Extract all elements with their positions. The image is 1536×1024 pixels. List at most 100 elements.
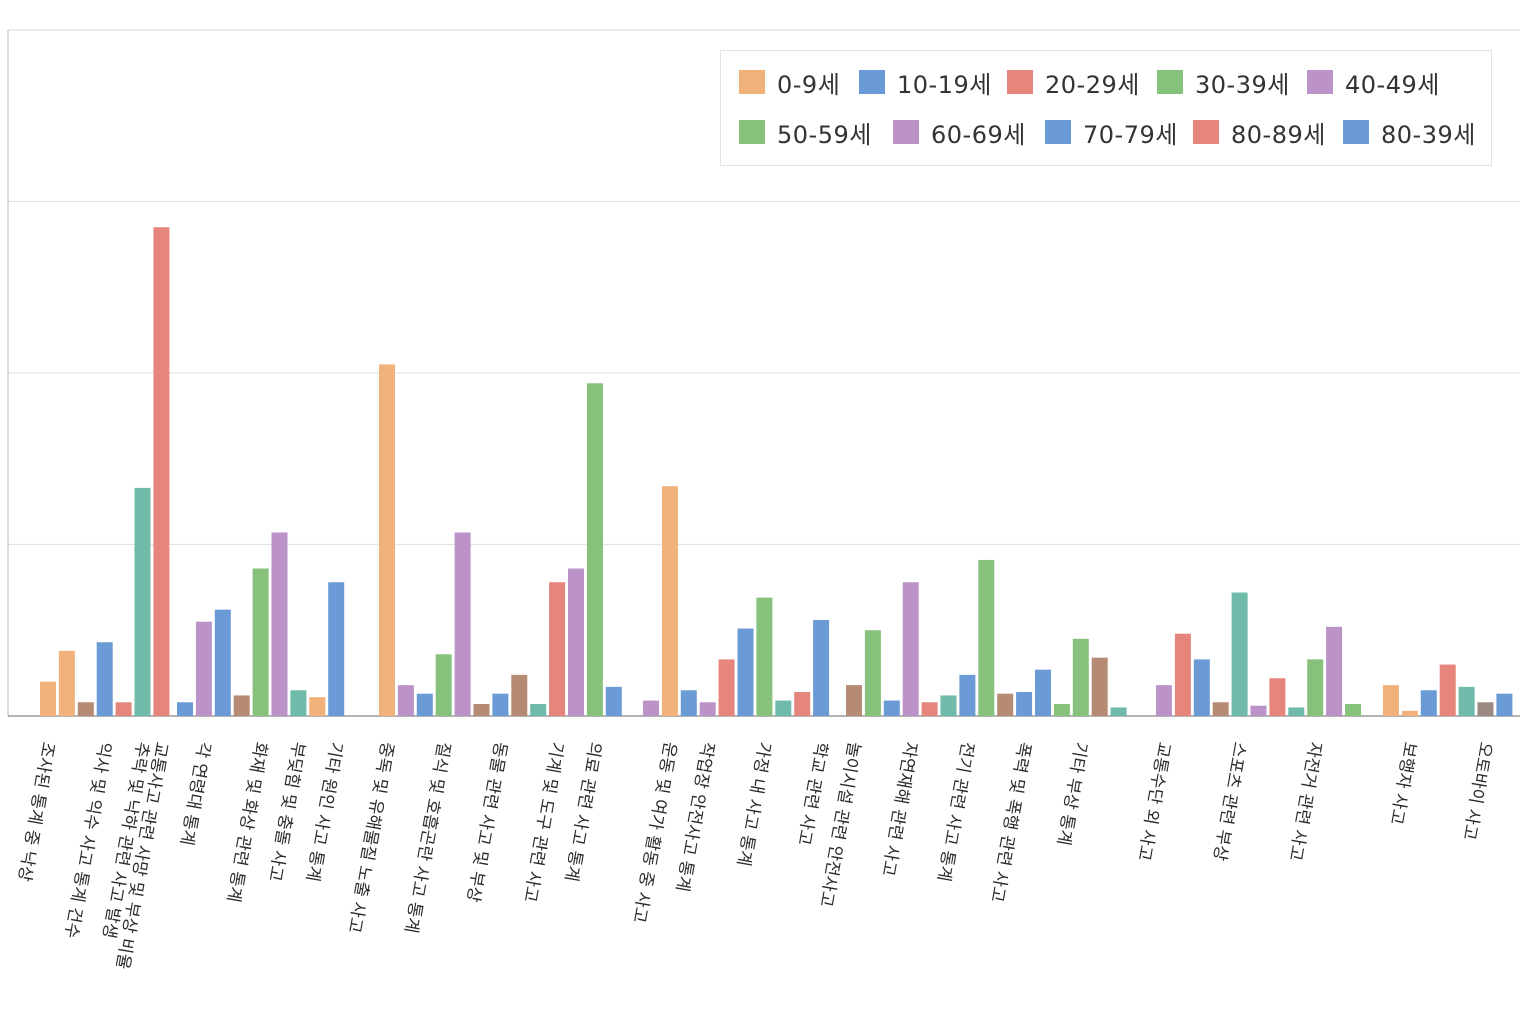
bar — [940, 695, 957, 716]
bar — [775, 700, 792, 716]
legend-swatch — [1307, 70, 1333, 94]
bar — [1212, 702, 1229, 716]
bar — [1174, 633, 1191, 716]
bar — [397, 685, 414, 716]
legend-swatch — [1193, 120, 1219, 144]
bar — [271, 532, 288, 716]
bar — [1345, 703, 1361, 716]
x-tick-label: 의료 관련 사고 통계 — [561, 740, 605, 883]
bar — [1401, 710, 1418, 716]
x-tick-label: 기타 원인 사고 통계 — [302, 740, 346, 883]
legend-label: 50-59세 — [777, 120, 872, 149]
legend-label: 70-79세 — [1083, 120, 1178, 149]
x-tick-label: 중독 및 유해물질 노출 사고 — [344, 740, 397, 934]
legend-item: 10-19세 — [859, 67, 992, 99]
bar — [1156, 685, 1172, 716]
bar — [252, 568, 269, 716]
bar — [1231, 592, 1248, 716]
bar — [997, 693, 1014, 716]
x-tick-label: 가정 내 사고 통계 — [733, 740, 775, 867]
bar — [680, 690, 697, 716]
legend-label: 40-49세 — [1345, 70, 1440, 99]
bar — [1307, 659, 1324, 716]
bar — [290, 690, 307, 716]
legend-item: 80-89세 — [1193, 117, 1326, 149]
bar — [1439, 664, 1456, 716]
bar — [1072, 638, 1089, 716]
bar — [737, 628, 754, 716]
legend-item: 20-29세 — [1007, 67, 1140, 99]
legend-swatch — [1007, 70, 1033, 94]
bar — [58, 650, 75, 716]
bar — [214, 609, 231, 716]
legend-swatch — [893, 120, 919, 144]
bar — [978, 559, 995, 716]
legend-label: 80-89세 — [1231, 120, 1326, 149]
bar — [1250, 705, 1267, 716]
x-tick-label: 작업장 안전사고 통계 — [672, 740, 718, 893]
bar — [416, 693, 433, 716]
bar — [1477, 702, 1494, 716]
x-tick-label: 교통수단 외 사고 — [1133, 740, 1174, 862]
bar — [1053, 703, 1070, 716]
bar — [454, 532, 471, 716]
bar — [813, 619, 830, 716]
bar — [328, 582, 345, 716]
legend-item: 60-69세 — [893, 117, 1026, 149]
bar — [1269, 678, 1286, 716]
legend-label: 0-9세 — [777, 70, 841, 99]
x-tick-label: 기타 부상 통계 — [1053, 740, 1091, 847]
bar — [1458, 686, 1475, 716]
bar — [195, 621, 212, 716]
gridlines — [8, 29, 1520, 546]
bar — [473, 703, 490, 716]
bar — [846, 685, 862, 716]
legend-item: 0-9세 — [739, 67, 841, 99]
bar — [883, 700, 900, 716]
legend-label: 60-69세 — [931, 120, 1026, 149]
bar — [134, 487, 151, 716]
x-tick-label: 전기 관련 사고 통계 — [933, 740, 977, 883]
x-tick-label: 보행자 사고 — [1386, 740, 1420, 826]
legend-item: 50-59세 — [739, 117, 872, 149]
legend-label: 80-39세 — [1381, 120, 1476, 149]
x-tick-label: 동물 관련 사고 및 부상 — [462, 740, 510, 904]
bar — [661, 486, 678, 716]
x-tick-label: 자연재해 관련 사고 — [877, 740, 920, 877]
legend-swatch — [1045, 120, 1071, 144]
bar — [794, 691, 811, 716]
bar — [40, 681, 56, 716]
x-tick-label: 스포츠 관련 부상 — [1209, 740, 1250, 862]
bar — [1496, 693, 1513, 716]
bar — [1035, 669, 1051, 716]
bar — [864, 630, 881, 716]
x-tick-label: 폭력 및 폭행 관련 사고 — [986, 740, 1034, 903]
x-tick-label: 기계 및 도구 관련 사고 — [519, 740, 567, 903]
legend-item: 70-79세 — [1045, 117, 1178, 149]
legend-label: 10-19세 — [897, 70, 992, 99]
x-tick-label: 자전거 관련 사고 — [1284, 740, 1325, 862]
bar — [756, 597, 773, 716]
legend-swatch — [1343, 120, 1369, 144]
x-tick-label: 학교 관련 사고 — [793, 740, 831, 847]
bar — [699, 702, 716, 716]
legend: 0-9세 10-19세 20-29세 30-39세 40-49세 50-59세 … — [720, 50, 1492, 166]
bar — [1383, 685, 1399, 716]
bar — [1326, 626, 1343, 716]
legend-item: 40-49세 — [1307, 67, 1440, 99]
bar — [309, 697, 326, 716]
bar — [549, 582, 566, 716]
bar — [233, 695, 250, 716]
bar — [530, 703, 547, 716]
bar — [959, 674, 976, 716]
legend-item: 80-39세 — [1343, 117, 1476, 149]
bar — [1193, 659, 1210, 716]
bar — [643, 700, 659, 716]
bar — [1288, 707, 1305, 716]
bar — [177, 702, 193, 716]
bar — [1110, 707, 1127, 716]
bar — [77, 702, 94, 716]
bar — [902, 582, 919, 716]
bar — [153, 227, 170, 716]
